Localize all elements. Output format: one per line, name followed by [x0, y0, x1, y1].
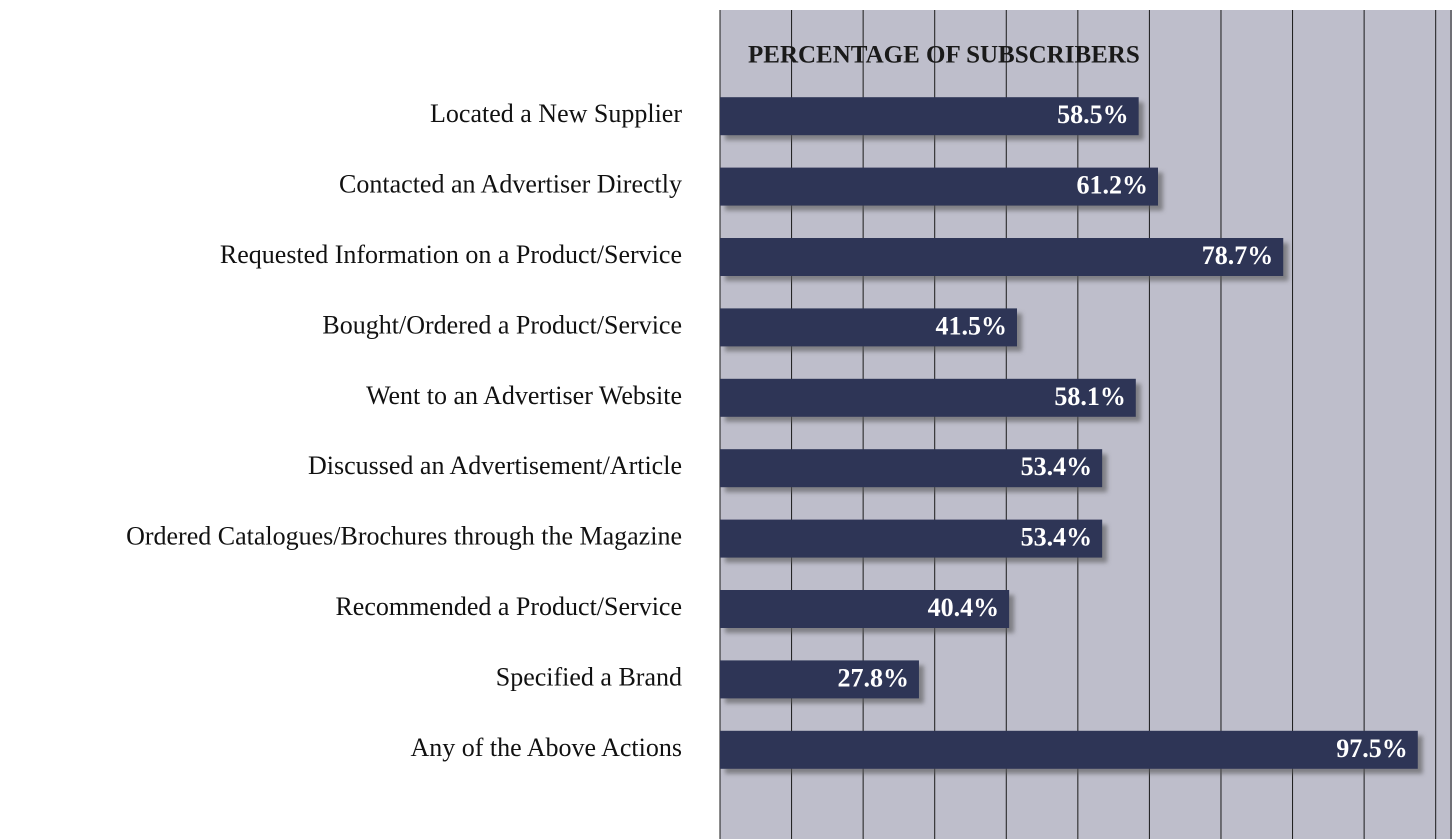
- bar: [720, 97, 1139, 136]
- bar: [720, 238, 1284, 276]
- category-label: Requested Information on a Product/Servi…: [220, 240, 682, 269]
- category-label: Contacted an Advertiser Directly: [339, 170, 682, 199]
- bar: [720, 590, 1010, 628]
- data-label: 53.4%: [1021, 452, 1093, 481]
- data-label: 53.4%: [1021, 523, 1093, 552]
- bar: [720, 378, 1136, 417]
- chart-title: PERCENTAGE OF SUBSCRIBERS: [748, 42, 1140, 69]
- data-label: 41.5%: [936, 311, 1008, 340]
- category-label: Any of the Above Actions: [410, 733, 682, 762]
- category-label: Went to an Advertiser Website: [366, 381, 682, 410]
- category-label: Bought/Ordered a Product/Service: [322, 310, 682, 339]
- category-label: Located a New Supplier: [430, 99, 682, 128]
- bar: [720, 449, 1103, 488]
- plot-area: [720, 10, 1452, 839]
- bar: [720, 519, 1103, 558]
- bar: [720, 730, 1418, 769]
- data-label: 27.8%: [837, 663, 909, 692]
- bar: [720, 308, 1018, 347]
- data-label: 40.4%: [928, 593, 1000, 622]
- category-label: Ordered Catalogues/Brochures through the…: [126, 522, 682, 551]
- category-label: Recommended a Product/Service: [335, 592, 682, 621]
- category-label: Discussed an Advertisement/Article: [308, 451, 682, 480]
- data-label: 78.7%: [1202, 241, 1274, 270]
- data-label: 61.2%: [1077, 171, 1149, 200]
- category-label: Specified a Brand: [496, 662, 682, 691]
- data-label: 58.5%: [1057, 100, 1129, 129]
- data-label: 58.1%: [1054, 382, 1126, 411]
- bar: [720, 167, 1158, 206]
- bar: [720, 660, 919, 699]
- data-label: 97.5%: [1336, 734, 1408, 763]
